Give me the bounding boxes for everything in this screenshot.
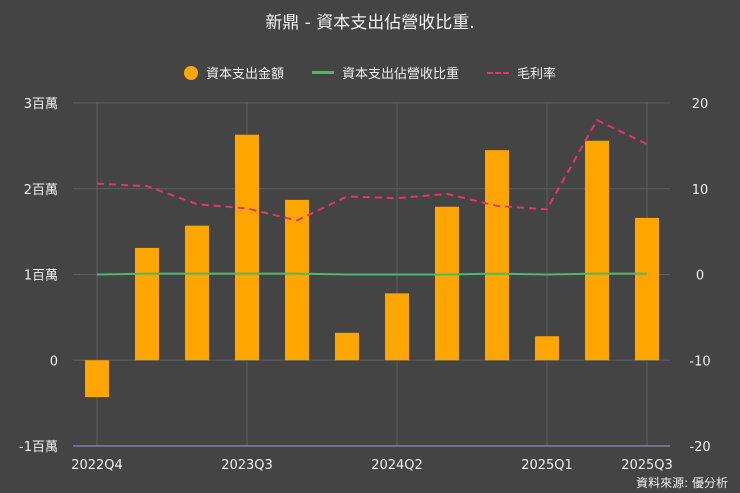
bar-capex [535, 336, 559, 361]
y-left-tick-label: 1百萬 [24, 269, 58, 284]
y-left-tick-label: 2百萬 [24, 183, 58, 198]
y-left-tick-label: 3百萬 [24, 97, 58, 112]
source-note: 資料來源: 優分析 [636, 476, 728, 490]
x-tick-label: 2025Q1 [521, 458, 573, 473]
legend-label-capex: 資本支出金額 [205, 67, 284, 82]
x-tick-label: 2023Q3 [221, 458, 273, 473]
bar-capex [185, 225, 209, 361]
line-capex-ratio [96, 272, 647, 276]
legend-swatch-capex [183, 65, 198, 80]
y-right-tick-label: -20 [689, 440, 710, 455]
legend-swatch-capex-ratio [311, 71, 334, 74]
bar-capex [635, 217, 659, 361]
bar-capex [335, 332, 359, 361]
chart-title: 新鼎 - 資本支出佔營收比重. [265, 13, 475, 33]
y-left-tick-label: -1百萬 [19, 440, 58, 455]
legend-item-gross-margin[interactable]: 毛利率 [487, 63, 556, 82]
bar-capex [135, 247, 159, 361]
bar-capex [435, 206, 459, 361]
bar-capex [585, 140, 609, 361]
legend-label-gross-margin: 毛利率 [517, 67, 557, 82]
bar-capex [485, 150, 509, 361]
y-right-tick-label: -10 [689, 354, 710, 369]
legend-swatch-gross-margin [487, 71, 509, 74]
line-gross-margin [96, 119, 648, 222]
y-right-tick-label: 20 [692, 97, 709, 112]
y-left-tick-label: 0 [50, 354, 58, 369]
y-right-tick-label: 10 [692, 183, 709, 198]
bar-capex [85, 360, 109, 398]
bar-capex [235, 134, 259, 361]
legend-item-capex-ratio[interactable]: 資本支出佔營收比重 [311, 63, 459, 82]
x-tick-label: 2025Q3 [621, 458, 673, 473]
x-tick-label: 2022Q4 [71, 458, 123, 473]
legend: 資本支出金額 資本支出佔營收比重 毛利率 [0, 63, 740, 82]
legend-item-capex[interactable]: 資本支出金額 [183, 63, 284, 82]
y-right-tick-label: 0 [696, 269, 704, 284]
bar-capex [285, 199, 309, 361]
x-tick-label: 2024Q2 [371, 458, 423, 473]
bar-capex [385, 293, 409, 361]
legend-label-capex-ratio: 資本支出佔營收比重 [341, 67, 459, 82]
